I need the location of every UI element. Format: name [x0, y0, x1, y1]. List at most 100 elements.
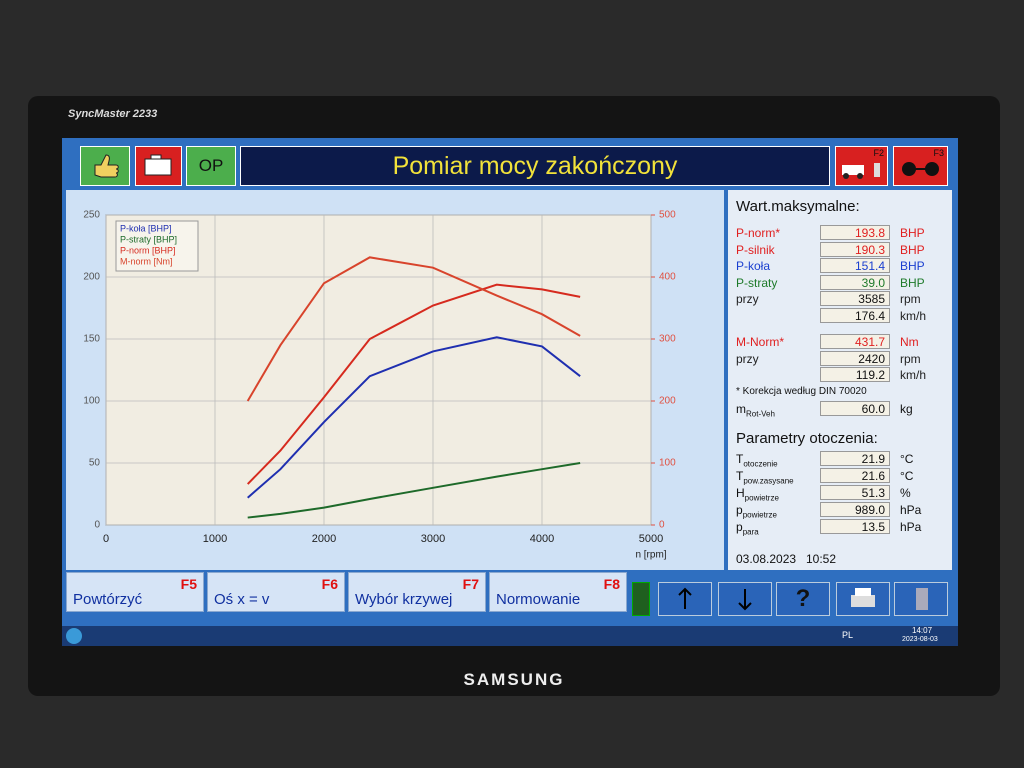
row-value: 2420 [820, 350, 890, 366]
row-unit: kg [900, 402, 913, 416]
row-unit: % [900, 486, 911, 500]
language: PL [842, 630, 854, 640]
y2-tick-label: 200 [659, 396, 676, 407]
up-button[interactable] [658, 582, 712, 616]
button-label: Normowanie [496, 591, 581, 608]
monitor-model: SyncMaster 2233 [68, 108, 158, 120]
rollers-icon [902, 162, 939, 176]
row-label: P-straty [736, 275, 778, 290]
y2-tick-label: 400 [659, 272, 676, 283]
section-title: Parametry otoczenia: [736, 430, 878, 447]
f3-button[interactable]: F3 [893, 146, 948, 186]
row-value: 119.2 [820, 367, 890, 382]
start-button[interactable] [66, 628, 82, 644]
key-label: F6 [321, 576, 338, 592]
series-line [246, 283, 581, 485]
row-value: 193.8 [820, 225, 890, 240]
y2-tick-label: 100 [659, 458, 676, 469]
function-button[interactable]: F5 Powtórzyć [66, 572, 204, 612]
x-tick-label: 4000 [530, 533, 554, 545]
row-label: ppowietrze [736, 503, 777, 520]
y2-tick-label: 300 [659, 334, 676, 345]
row-label-sub: Rot-Veh [746, 409, 775, 419]
y-tick-label: 50 [89, 458, 101, 469]
x-tick-label: 5000 [639, 533, 663, 545]
arrow-down-icon [738, 589, 752, 611]
row-label-sub: powietrze [744, 493, 779, 503]
row-unit: hPa [900, 503, 922, 517]
row-unit: hPa [900, 520, 922, 534]
row-label: mRot-Veh [736, 402, 775, 419]
footnote: * Korekcja według DIN 70020 [736, 386, 867, 397]
x-tick-label: 2000 [312, 533, 336, 545]
row-label: P-silnik [736, 242, 775, 257]
row-value: 13.5 [820, 519, 890, 534]
door-icon [916, 588, 928, 610]
taskbar: PL 14:07 2023-08-03 [62, 626, 958, 646]
row-unit: BHP [900, 242, 925, 257]
series-line [247, 462, 581, 519]
y-tick-label: 100 [83, 396, 100, 407]
row-label: M-Norm* [736, 335, 784, 349]
row-label-sub: pow.zasysane [743, 476, 794, 486]
legend-entry: P-koła [BHP] [120, 223, 172, 233]
row-label: Totoczenie [736, 452, 778, 469]
row-value: 431.7 [820, 334, 890, 349]
row-value: 3585 [820, 291, 890, 306]
row-unit: km/h [900, 368, 927, 382]
row-value: 21.6 [820, 468, 890, 483]
key-label: F5 [180, 576, 197, 592]
legend-box [115, 220, 199, 272]
legend-entry: P-norm [BHP] [120, 245, 176, 255]
row-unit: BHP [900, 226, 925, 240]
function-button[interactable]: F7 Wybór krzywej [348, 572, 486, 612]
button-label: Powtórzyć [73, 591, 143, 608]
row-unit: BHP [900, 259, 925, 273]
monitor-brand: SAMSUNG [463, 670, 565, 689]
x-tick-label: 0 [103, 533, 109, 545]
row-label-sub: otoczenie [743, 459, 778, 469]
row-label: P-koła [736, 259, 771, 273]
op-button[interactable]: OP [186, 146, 236, 186]
legend-entry: P-straty [BHP] [120, 234, 177, 244]
engine-button[interactable] [135, 146, 182, 186]
button-label: Wybór krzywej [355, 591, 453, 608]
row-unit: km/h [900, 308, 927, 323]
row-unit: °C [900, 452, 914, 466]
row-value: 51.3 [820, 485, 890, 500]
f2-button[interactable]: F2 [835, 146, 888, 186]
print-button[interactable] [836, 582, 890, 616]
legend-entry: M-norm [Nm] [120, 256, 173, 266]
y2-tick-label: 0 [659, 520, 665, 531]
function-button[interactable]: F8 Normowanie [489, 572, 627, 612]
row-unit: rpm [900, 351, 921, 366]
row-value: 39.0 [820, 274, 890, 290]
key-label: F3 [933, 148, 944, 158]
down-button[interactable] [718, 582, 772, 616]
results-panel: Wart.maksymalne: P-norm* 193.8 BHP P-silnik 1… [728, 190, 952, 570]
button-label: Oś x = v [214, 591, 270, 608]
row-unit: BHP [900, 275, 925, 290]
y-tick-label: 250 [83, 210, 100, 221]
x-axis-label: n [rpm] [635, 550, 666, 561]
row-label-sub: powietrze [742, 510, 777, 520]
row-unit: °C [900, 469, 914, 483]
row-label: Tpow.zasysane [736, 469, 794, 486]
exit-button[interactable] [894, 582, 948, 616]
key-label: F8 [603, 576, 620, 592]
series-line [246, 256, 581, 402]
date: 03.08.2023 [736, 552, 797, 566]
help-button[interactable]: ? [776, 582, 830, 616]
printer-icon [851, 588, 875, 607]
key-label: F2 [873, 148, 884, 158]
row-value: 989.0 [820, 502, 890, 517]
x-tick-label: 3000 [421, 533, 445, 545]
row-label-sub: para [742, 527, 759, 537]
row-label: przy [736, 292, 759, 306]
function-button[interactable]: F6 Oś x = v [207, 572, 345, 612]
row-value: 151.4 [820, 258, 890, 273]
car-icon [842, 163, 880, 179]
level-indicator [632, 582, 650, 616]
ok-button[interactable] [80, 146, 130, 186]
